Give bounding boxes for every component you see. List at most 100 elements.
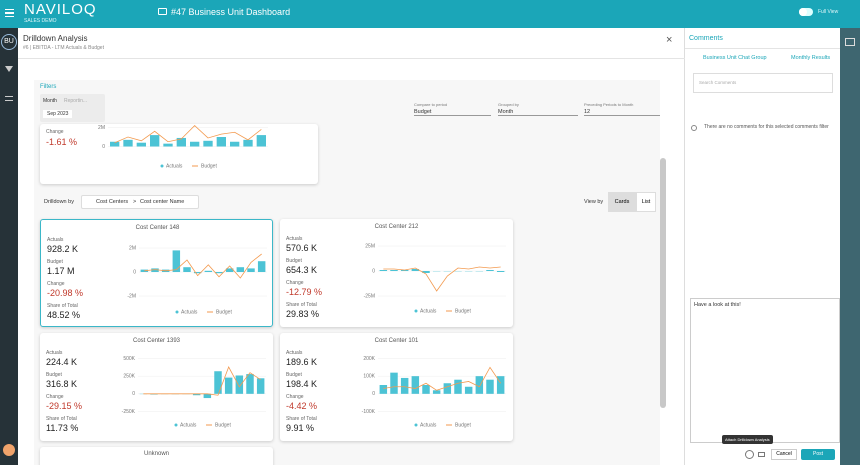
y-tick-label: 200K: [363, 356, 375, 362]
modal-subtitle: #6 | EBITDA - LTM Actuals & Budget: [23, 45, 104, 51]
bar: [172, 250, 181, 272]
list-icon[interactable]: [5, 96, 13, 101]
metric-value: 224.4 K: [46, 357, 78, 367]
close-button[interactable]: ×: [666, 34, 673, 46]
breadcrumb[interactable]: Cost Centers > Cost center Name: [81, 195, 199, 209]
metric-card[interactable]: Cost Center 212 Actuals 570.6 K Budget 654.3…: [280, 219, 513, 327]
metric-card[interactable]: Cost Center 1393 Actuals 224.4 K Budget 316.…: [40, 333, 273, 441]
modal-title: Drilldown Analysis: [23, 34, 88, 43]
y-tick-label: 2M: [98, 125, 105, 131]
metric-card[interactable]: Cost Center 101 Actuals 189.6 K Budget 198.4…: [280, 333, 513, 441]
comments-title: Comments: [689, 35, 723, 42]
view-label: View by: [584, 199, 604, 205]
y-tick-label: 0: [132, 391, 135, 397]
metric-value: -4.42 %: [286, 401, 318, 411]
month-value[interactable]: Sep 2023: [43, 110, 73, 118]
bar: [225, 268, 234, 272]
bar: [496, 376, 505, 394]
bar: [215, 272, 223, 274]
draft-text: Have a look at this!: [694, 302, 741, 308]
cancel-button[interactable]: Cancel: [771, 449, 797, 460]
group-link[interactable]: Business Unit Chat Group: [703, 55, 767, 61]
thread-link[interactable]: Monthly Results: [791, 55, 831, 61]
card-title: Cost Center 101: [374, 338, 419, 344]
level1[interactable]: Cost Centers: [96, 199, 129, 205]
bar: [443, 383, 452, 394]
empty-message: There are no comments for this selected …: [704, 124, 829, 130]
bar: [150, 135, 160, 147]
metric-label: Share of Total: [46, 416, 77, 422]
metric-value: -29.15 %: [46, 401, 83, 411]
metric-label: Actuals: [46, 350, 63, 356]
tooltip: Attach Drilldown Analysis: [722, 435, 773, 444]
legend-label: Budget: [215, 422, 231, 428]
bar: [400, 377, 409, 394]
budget-line: [383, 266, 501, 292]
filter-icon[interactable]: [5, 66, 13, 72]
menu-icon[interactable]: [5, 9, 14, 17]
attach-button[interactable]: [745, 450, 754, 459]
metric-label: Budget: [47, 259, 63, 265]
bar: [110, 141, 120, 147]
bar: [203, 140, 213, 147]
month-box: Month Reportin... Sep 2023: [40, 94, 105, 122]
group-select[interactable]: Month: [498, 109, 578, 116]
preceding-input[interactable]: 12: [584, 109, 660, 116]
budget-line: [114, 125, 262, 144]
filters-label: Filters: [40, 84, 57, 90]
level2[interactable]: Cost center Name: [140, 199, 185, 205]
left-sidebar: BU: [0, 28, 18, 465]
toggle-knob: [799, 8, 807, 16]
toggle[interactable]: [799, 8, 813, 16]
comment-icon[interactable]: [845, 38, 855, 46]
metric-value: 1.17 M: [47, 266, 75, 276]
search-box[interactable]: Search Comments: [693, 73, 833, 93]
metric-label: Budget: [286, 372, 302, 378]
bar: [235, 375, 244, 394]
metric-value: 198.4 K: [286, 379, 318, 389]
legend-swatch: [175, 310, 179, 314]
bar: [475, 376, 484, 394]
mini-chart: 200K 100K 0 -100K Actuals Budget: [362, 356, 506, 428]
bar: [203, 393, 212, 399]
bar: [379, 385, 388, 394]
bar: [246, 374, 254, 394]
mail-icon[interactable]: [758, 452, 765, 457]
legend-swatch: [414, 309, 418, 313]
metric-label: Budget: [286, 258, 302, 264]
metric-value: 316.8 K: [46, 379, 78, 389]
metric-value: 11.73 %: [46, 423, 79, 433]
comment-input[interactable]: Have a look at this!: [690, 298, 840, 443]
breadcrumb-sep: >: [133, 199, 137, 205]
metric-label: Change: [286, 280, 304, 286]
reporting-tab[interactable]: Reportin...: [64, 98, 88, 104]
bar: [256, 378, 265, 394]
bar: [422, 385, 430, 394]
y-tick-label: 25M: [365, 243, 375, 249]
month-tab[interactable]: Month: [43, 98, 57, 104]
bar: [214, 371, 222, 394]
view-list[interactable]: List: [636, 192, 656, 212]
compare-select[interactable]: Budget: [414, 109, 491, 116]
full-view[interactable]: Full View: [818, 9, 839, 15]
metric-value: 29.83 %: [286, 309, 320, 319]
legend-label: Actuals: [420, 308, 437, 314]
y-tick-label: 100K: [363, 374, 375, 380]
mini-chart: 2M 0 -2M Actuals Budget: [127, 245, 267, 315]
bar: [256, 135, 266, 147]
legend-label: Budget: [455, 422, 471, 428]
bar: [486, 379, 494, 394]
view-cards[interactable]: Cards: [608, 192, 636, 212]
y-tick-label: -100K: [362, 409, 376, 415]
y-tick-label: 0: [133, 269, 136, 275]
metric-value: 928.2 K: [47, 244, 79, 254]
y-tick-label: 2M: [129, 245, 136, 251]
metric-label: Actuals: [286, 350, 303, 356]
bar: [411, 269, 420, 271]
avatar[interactable]: BU: [1, 34, 17, 50]
post-button[interactable]: Post: [801, 449, 835, 460]
bar: [151, 268, 159, 272]
metric-card[interactable]: Cost Center 148 Actuals 928.2 K Budget 1.17 …: [40, 219, 273, 327]
y-tick-label: -2M: [127, 293, 136, 299]
user-dot[interactable]: [3, 444, 15, 456]
